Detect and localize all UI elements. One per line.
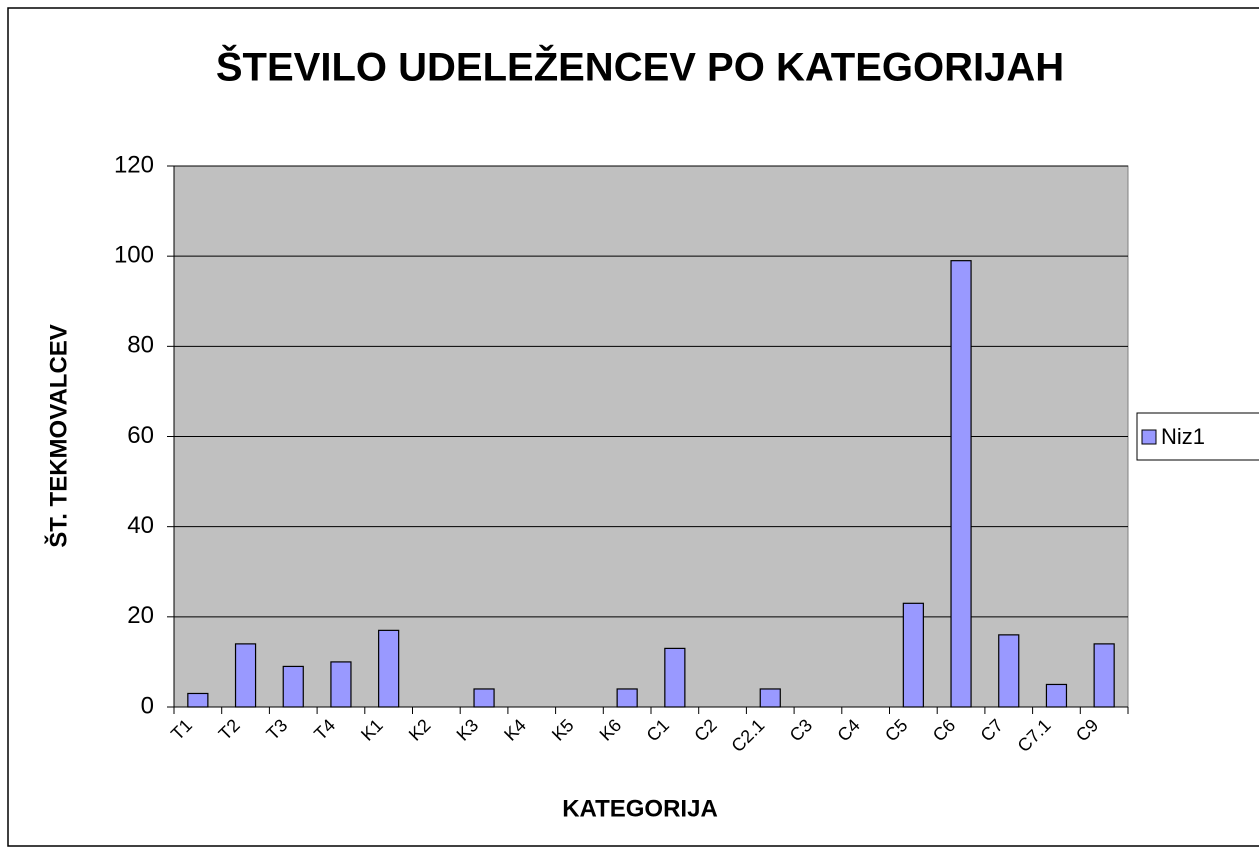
y-tick-label: 20 [127,602,154,629]
bar [1045,683,1068,708]
y-tick-label: 0 [141,692,154,719]
y-axis-title: ŠT. TEKMOVALCEV [44,324,72,548]
bar [378,629,400,708]
bar [759,688,781,708]
x-axis-title: KATEGORIJA [562,795,718,822]
chart-title: ŠTEVILO UDELEŽENCEV PO KATEGORIJAH [216,44,1064,90]
bar [998,634,1020,708]
y-tick-label: 40 [127,512,154,539]
y-tick-label: 80 [127,332,154,359]
legend-box [1136,412,1259,461]
legend-swatch [1141,429,1157,445]
bar [473,688,495,708]
bar [902,602,924,708]
bar [616,688,638,708]
bar [950,260,972,708]
legend-label: Niz1 [1161,424,1205,449]
bar [282,665,304,708]
bar [1093,643,1115,708]
bar [187,692,209,708]
bar [330,661,352,708]
y-tick-label: 60 [127,422,154,449]
y-tick-label: 100 [114,242,154,269]
bar [234,643,257,708]
bar [664,647,686,708]
y-tick-label: 120 [114,151,154,178]
